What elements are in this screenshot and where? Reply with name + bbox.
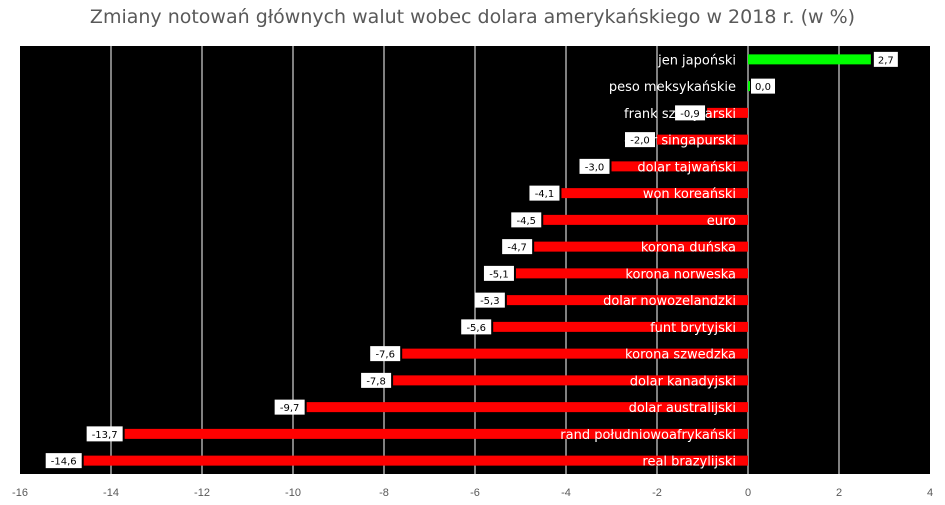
bar (393, 375, 748, 386)
category-label: korona szwedzka (625, 348, 736, 363)
x-tick-label: -10 (285, 487, 301, 499)
bar (543, 214, 748, 225)
value-label: -4,5 (516, 216, 536, 227)
x-tick-label: 4 (927, 487, 933, 499)
category-label: korona norweska (625, 267, 736, 282)
category-label: peso meksykańskie (609, 80, 736, 95)
bar (748, 54, 871, 65)
x-tick-label: -6 (470, 487, 480, 499)
x-tick-label: 2 (836, 487, 842, 499)
value-label: -5,3 (480, 296, 500, 307)
x-axis-ticks: -16 -14 -12 -10 -8 -6 -4 -2 0 2 4 (12, 487, 933, 499)
category-label: jen japoński (657, 53, 736, 68)
value-label-box (370, 346, 401, 362)
bar (515, 268, 748, 279)
category-label: dolar nowozelandzki (603, 294, 736, 309)
value-label-box (461, 319, 492, 335)
bar (124, 428, 748, 439)
value-label: -7,8 (366, 376, 386, 387)
chart-title: Zmiany notowań głównych walut wobec dola… (89, 6, 856, 28)
bar (611, 161, 748, 172)
value-label: -3,0 (585, 162, 605, 173)
value-label: -4,1 (535, 189, 555, 200)
category-label: dolar australijski (629, 401, 736, 416)
bars (83, 54, 871, 466)
bar (506, 295, 748, 306)
value-label-box (529, 185, 560, 201)
category-label: euro (707, 214, 736, 229)
value-label: 2,7 (878, 55, 894, 66)
value-label-box (361, 372, 392, 388)
bar (561, 188, 748, 199)
category-label: won koreański (643, 187, 736, 202)
value-label: -5,6 (466, 323, 486, 334)
category-label: dolar tajwański (637, 160, 736, 175)
bar (657, 134, 748, 145)
bar (534, 241, 748, 252)
value-label-box (675, 105, 706, 121)
x-tick-label: -8 (379, 487, 389, 499)
bar (748, 81, 750, 92)
value-label: -2,0 (630, 136, 650, 147)
value-label-box (274, 399, 305, 415)
x-tick-label: 0 (745, 487, 751, 499)
value-label: -9,7 (280, 403, 300, 414)
category-label: dolar kanadyjski (630, 374, 736, 389)
value-label: -13,7 (92, 430, 118, 441)
x-tick-label: -16 (12, 487, 28, 499)
value-label: 0,0 (755, 82, 771, 93)
category-label: rand południowoafrykański (560, 428, 736, 443)
category-label: real brazylijski (642, 455, 736, 470)
x-tick-label: -4 (561, 487, 571, 499)
value-label-box (625, 132, 655, 148)
category-label: korona duńska (641, 241, 736, 256)
bar (402, 348, 748, 359)
value-label-box (474, 292, 505, 308)
bar (707, 107, 748, 118)
value-label-box (483, 265, 514, 281)
x-tick-label: -12 (194, 487, 210, 499)
bar (306, 402, 748, 413)
x-tick-label: -2 (652, 487, 662, 499)
category-label: funt brytyjski (650, 321, 736, 336)
value-label-box (511, 212, 542, 228)
value-label: -4,7 (507, 243, 527, 254)
value-label-box (502, 239, 533, 255)
value-label: -0,9 (680, 109, 700, 120)
value-label: -14,6 (51, 457, 77, 468)
value-label-box (86, 426, 123, 442)
value-label-box (751, 78, 775, 94)
value-label-box (579, 158, 610, 174)
bar (83, 455, 748, 466)
x-tick-label: -14 (103, 487, 119, 499)
value-label: -7,6 (375, 350, 395, 361)
value-label-box (45, 453, 82, 469)
value-label: -5,1 (489, 269, 509, 280)
bar (493, 321, 748, 332)
value-label-box (873, 51, 898, 67)
